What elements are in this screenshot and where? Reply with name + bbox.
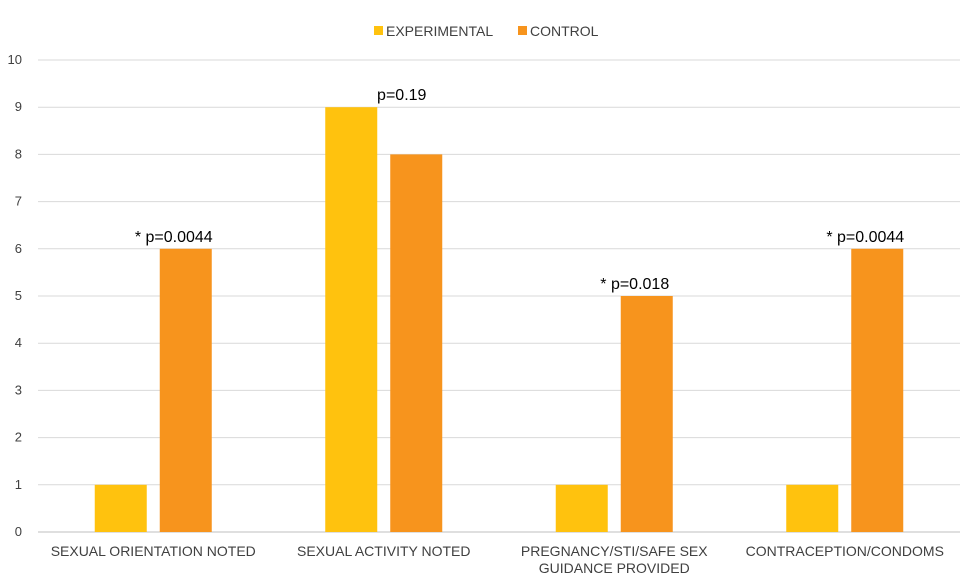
y-tick-label: 0 (15, 524, 22, 539)
y-tick-label: 1 (15, 477, 22, 492)
x-axis: SEXUAL ORIENTATION NOTED SEXUAL ACTIVITY … (51, 543, 944, 576)
y-tick-label: 4 (15, 335, 22, 350)
bar-experimental-2 (555, 484, 608, 532)
x-category-label: SEXUAL ACTIVITY NOTED (297, 543, 471, 559)
y-tick-label: 5 (15, 288, 22, 303)
legend-swatch-control (518, 26, 527, 35)
bar-experimental-3 (786, 484, 839, 532)
y-tick-label: 6 (15, 241, 22, 256)
y-tick-label: 8 (15, 146, 22, 161)
x-category-label: SEXUAL ORIENTATION NOTED (51, 543, 256, 559)
bar-experimental-0 (94, 484, 147, 532)
y-tick-label: 9 (15, 99, 22, 114)
legend-swatch-experimental (374, 26, 383, 35)
y-tick-label: 2 (15, 430, 22, 445)
bar-control-3 (851, 248, 904, 533)
p-value-annotation: * p=0.018 (600, 276, 669, 293)
y-axis: 0 1 2 3 4 5 6 7 8 9 10 (8, 52, 22, 539)
bar-control-1 (390, 154, 443, 532)
p-value-annotation: * p=0.0044 (826, 229, 904, 246)
x-category-label: GUIDANCE PROVIDED (539, 560, 690, 576)
bar-experimental-1 (325, 107, 378, 532)
bar-control-0 (159, 248, 212, 533)
x-category-label: CONTRACEPTION/CONDOMS (746, 543, 944, 559)
bars (94, 107, 904, 533)
y-tick-label: 10 (8, 52, 22, 67)
legend-label: CONTROL (530, 23, 599, 39)
bar-control-2 (620, 296, 673, 532)
x-category-label: PREGNANCY/STI/SAFE SEX (521, 543, 708, 559)
legend-label: EXPERIMENTAL (386, 23, 493, 39)
y-tick-label: 3 (15, 382, 22, 397)
legend: EXPERIMENTAL CONTROL (374, 23, 599, 39)
y-tick-label: 7 (15, 194, 22, 209)
p-value-annotation: * p=0.0044 (135, 229, 213, 246)
annotations: * p=0.0044 p=0.19 * p=0.018 * p=0.0044 (135, 87, 904, 293)
p-value-annotation: p=0.19 (377, 87, 426, 104)
